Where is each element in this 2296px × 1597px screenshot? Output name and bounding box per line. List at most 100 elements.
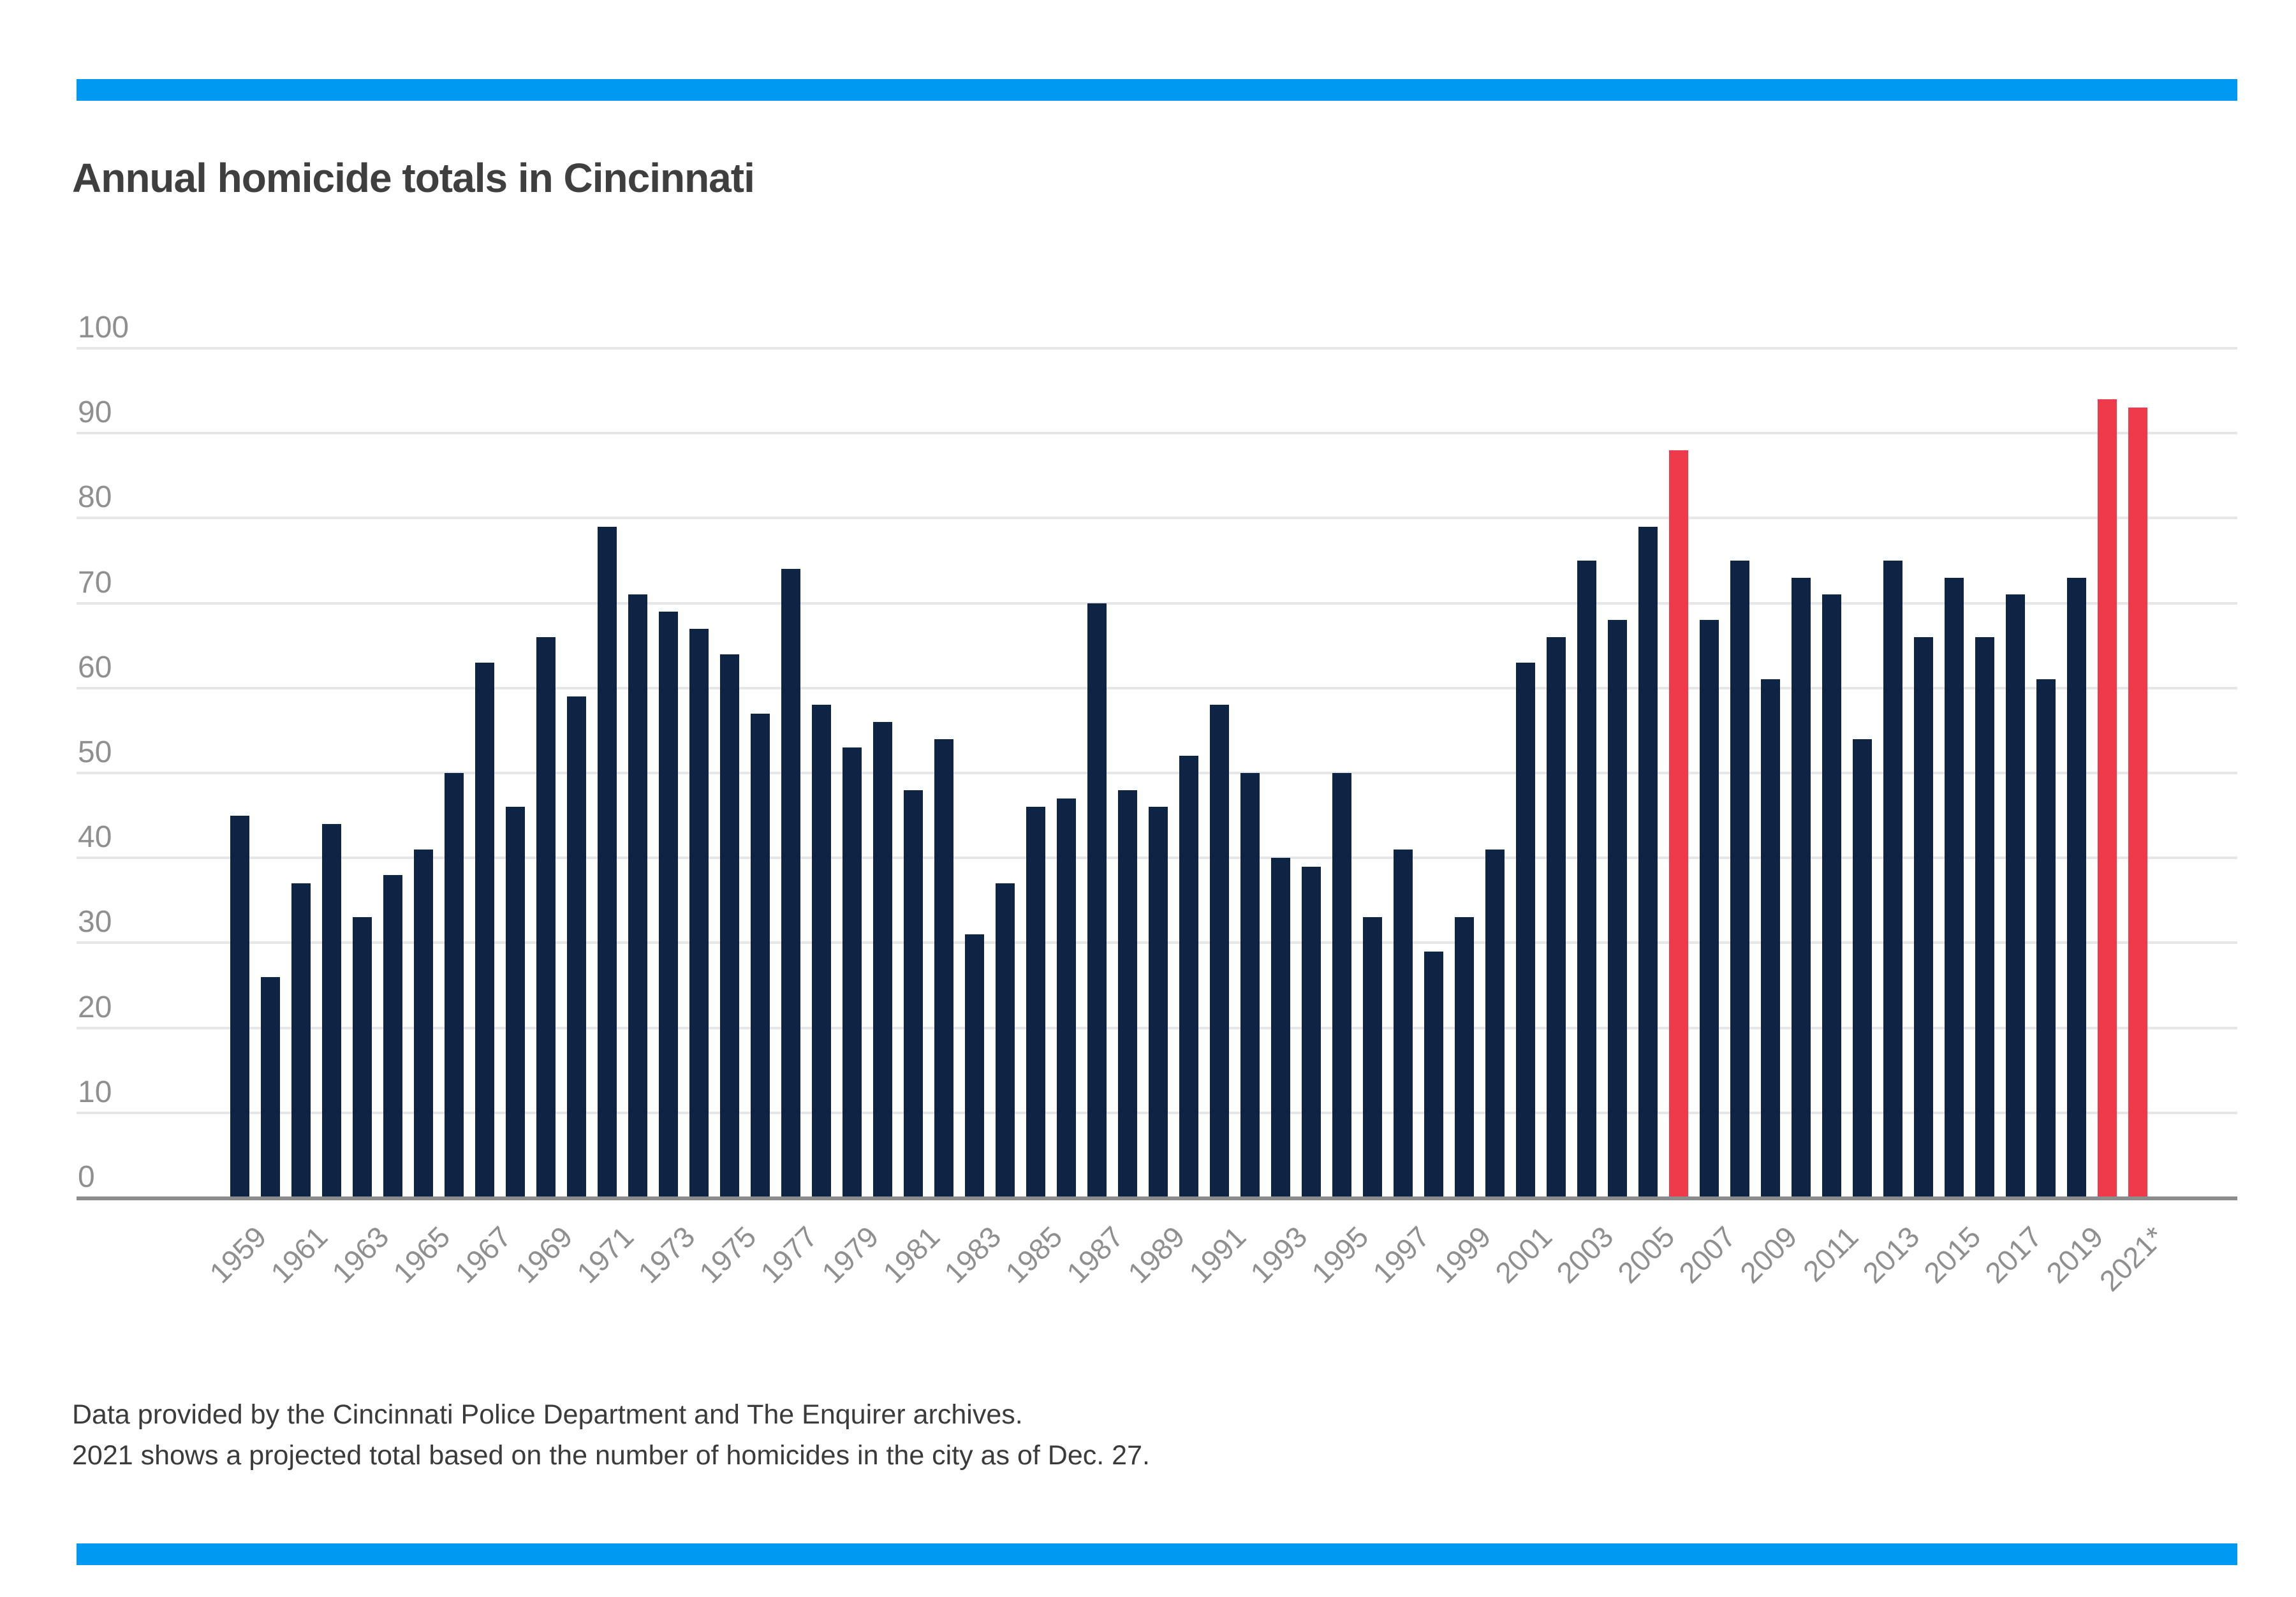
x-tick-label-2017: 2017 — [1978, 1219, 2049, 1290]
bar-slot-1978 — [806, 348, 837, 1198]
gridline-80 — [77, 517, 2237, 520]
bar-slot-1970 — [561, 348, 592, 1198]
bar-slot-2020 — [2092, 348, 2123, 1198]
bar-slot-2009 — [1755, 348, 1786, 1198]
bar-1981 — [903, 790, 924, 1198]
footnote-line-2: 2021 shows a projected total based on th… — [72, 1440, 1150, 1471]
bar-1977 — [781, 569, 801, 1198]
bar-2020 — [2097, 399, 2117, 1198]
bar-1976 — [750, 713, 770, 1198]
bar-slot-1990 — [1174, 348, 1204, 1198]
bar-1988 — [1117, 790, 1138, 1198]
bar-2002 — [1546, 637, 1566, 1198]
bar-slot-1973 — [653, 348, 684, 1198]
x-tick-label-1993: 1993 — [1244, 1219, 1314, 1290]
bar-1983 — [964, 934, 985, 1198]
bar-1991 — [1209, 705, 1230, 1198]
y-tick-label-40: 40 — [78, 820, 112, 855]
x-tick-label-1999: 1999 — [1427, 1219, 1498, 1290]
bar-slot-2012 — [1847, 348, 1878, 1198]
x-tick-label-1969: 1969 — [509, 1219, 579, 1290]
x-tick-label-1977: 1977 — [754, 1219, 824, 1290]
bar-slot-1992 — [1235, 348, 1265, 1198]
bar-1965 — [413, 849, 434, 1198]
bar-slot-1965 — [408, 348, 439, 1198]
x-tick-label-1973: 1973 — [631, 1219, 702, 1290]
x-tick-label-1989: 1989 — [1121, 1219, 1191, 1290]
gridline-70 — [77, 601, 2237, 605]
y-tick-label-10: 10 — [78, 1075, 112, 1109]
bar-slot-1981 — [898, 348, 929, 1198]
bar-1982 — [934, 739, 954, 1198]
bar-1970 — [566, 696, 587, 1198]
bar-slot-2015 — [1939, 348, 1969, 1198]
x-tick-label-1985: 1985 — [999, 1219, 1069, 1290]
bar-1968 — [505, 807, 526, 1198]
bar-2005 — [1638, 526, 1658, 1198]
bar-2012 — [1852, 739, 1873, 1198]
x-tick-label-2009: 2009 — [1733, 1219, 1804, 1290]
bar-slot-1980 — [867, 348, 898, 1198]
bar-slot-2008 — [1725, 348, 1755, 1198]
bar-1999 — [1454, 917, 1475, 1198]
x-tick-label-1959: 1959 — [203, 1219, 273, 1290]
x-tick-label-1967: 1967 — [448, 1219, 518, 1290]
bar-slot-1987 — [1082, 348, 1112, 1198]
x-tick-label-1975: 1975 — [693, 1219, 763, 1290]
bar-slot-1966 — [439, 348, 469, 1198]
bar-1995 — [1332, 773, 1352, 1198]
x-tick-label-2011: 2011 — [1796, 1219, 1865, 1288]
bar-1998 — [1424, 951, 1444, 1198]
bar-2021 — [2128, 408, 2148, 1198]
bar-slot-1975 — [714, 348, 745, 1198]
bar-slot-2011 — [1816, 348, 1847, 1198]
bar-2000 — [1485, 849, 1505, 1198]
bar-slot-2005 — [1633, 348, 1663, 1198]
y-tick-label-90: 90 — [78, 395, 112, 430]
bar-slot-2003 — [1571, 348, 1602, 1198]
x-tick-label-1963: 1963 — [325, 1219, 395, 1290]
bar-slot-1976 — [745, 348, 776, 1198]
bar-slot-2007 — [1694, 348, 1725, 1198]
bar-1992 — [1240, 773, 1260, 1198]
bar-1989 — [1148, 807, 1168, 1198]
bar-2013 — [1883, 561, 1903, 1198]
bar-1969 — [536, 637, 556, 1198]
bar-1973 — [658, 611, 679, 1198]
gridline-100 — [77, 347, 2237, 350]
bar-slot-2004 — [1602, 348, 1633, 1198]
bar-slot-1999 — [1449, 348, 1480, 1198]
bar-slot-1984 — [990, 348, 1020, 1198]
bar-slot-2002 — [1541, 348, 1571, 1198]
bottom-accent-bar — [77, 1543, 2237, 1565]
y-tick-label-20: 20 — [78, 990, 112, 1024]
bar-2004 — [1607, 620, 1628, 1198]
bar-slot-2017 — [2000, 348, 2031, 1198]
bar-1967 — [475, 662, 495, 1198]
gridline-60 — [77, 686, 2237, 689]
x-axis-baseline — [77, 1196, 2237, 1200]
bar-1987 — [1087, 603, 1107, 1198]
y-tick-label-100: 100 — [78, 311, 129, 344]
x-tick-label-2005: 2005 — [1611, 1219, 1681, 1290]
bar-slot-1988 — [1112, 348, 1143, 1198]
bar-slot-1964 — [378, 348, 408, 1198]
bar-slot-1979 — [837, 348, 867, 1198]
bar-2014 — [1913, 637, 1934, 1198]
y-tick-label-60: 60 — [78, 650, 112, 684]
x-tick-label-1983: 1983 — [938, 1219, 1008, 1290]
bar-slot-2014 — [1908, 348, 1939, 1198]
bar-slot-1961 — [286, 348, 316, 1198]
x-tick-label-1979: 1979 — [815, 1219, 885, 1290]
x-tick-label-1997: 1997 — [1366, 1219, 1436, 1290]
bar-1961 — [291, 883, 311, 1198]
bar-slot-1967 — [469, 348, 500, 1198]
bar-1996 — [1362, 917, 1383, 1198]
bar-series — [224, 348, 2153, 1198]
footnote-line-1: Data provided by the Cincinnati Police D… — [72, 1399, 1023, 1430]
x-tick-label-1991: 1991 — [1182, 1219, 1253, 1290]
y-tick-label-80: 80 — [78, 480, 112, 515]
chart-footnote: Data provided by the Cincinnati Police D… — [72, 1394, 1150, 1476]
bar-1975 — [719, 654, 740, 1198]
bar-1997 — [1393, 849, 1413, 1198]
